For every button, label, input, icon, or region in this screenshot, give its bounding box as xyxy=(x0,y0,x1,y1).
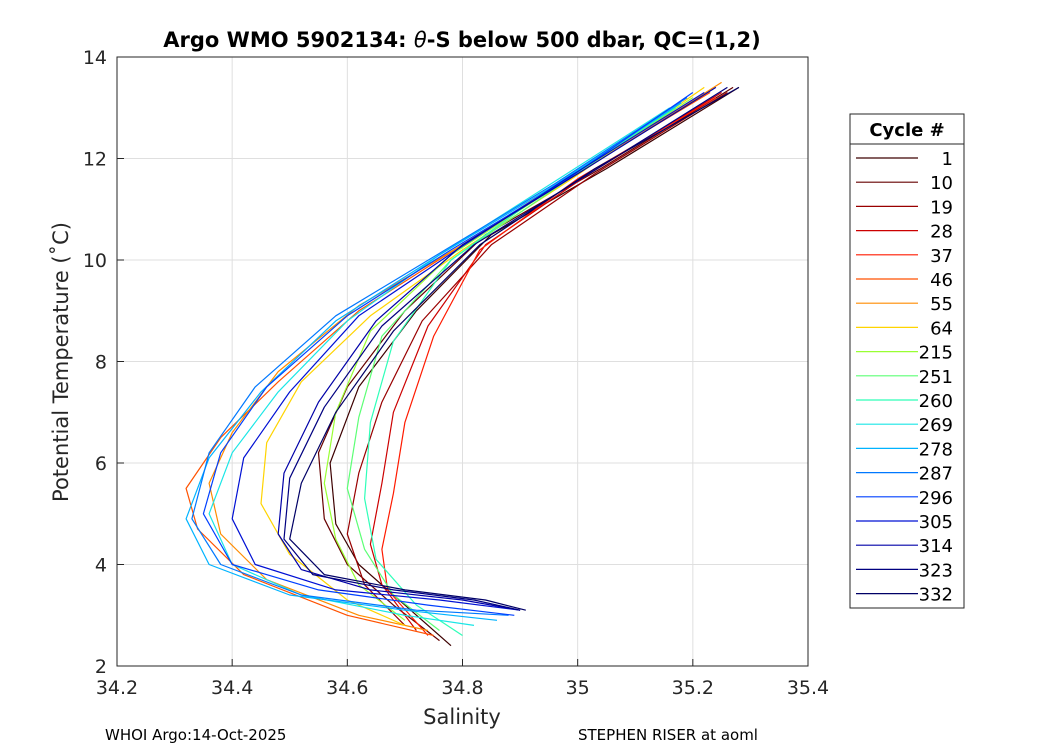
y-tick-label: 12 xyxy=(83,149,107,171)
legend-label-314: 314 xyxy=(919,536,953,557)
legend-label-296: 296 xyxy=(919,488,953,509)
legend-label-64: 64 xyxy=(930,318,953,339)
legend-title: Cycle # xyxy=(869,120,944,141)
legend-entries: 1 10 19 28 37 46 55 64 215 251 260 269 278 287 296 305 3… xyxy=(856,149,953,606)
y-tick-label: 6 xyxy=(95,453,107,475)
y-tick-label: 8 xyxy=(95,352,107,374)
legend-label-269: 269 xyxy=(919,415,953,436)
series-line-cycle-37 xyxy=(381,97,717,636)
legend-label-55: 55 xyxy=(930,294,953,315)
axis-ticks: 34.2 34.4 34.6 34.8 35 35.2 35.4 2 4 6 8 10 12 14 xyxy=(83,47,829,699)
series-line-cycle-332 xyxy=(289,86,740,611)
footer-right: STEPHEN RISER at aoml xyxy=(578,726,758,744)
legend-label-46: 46 xyxy=(930,270,953,291)
series-line-cycle-278 xyxy=(185,102,682,621)
x-axis-label: Salinity xyxy=(423,705,501,729)
series-line-cycle-19 xyxy=(346,91,728,626)
legend-label-278: 278 xyxy=(919,439,953,460)
x-tick-label: 34.6 xyxy=(326,677,368,699)
series-line-cycle-287 xyxy=(191,97,688,616)
series-line-cycle-314 xyxy=(277,86,717,611)
legend-box xyxy=(849,113,965,609)
legend-label-1: 1 xyxy=(942,149,953,170)
legend-label-10: 10 xyxy=(930,173,953,194)
legend-label-305: 305 xyxy=(919,512,953,533)
y-tick-label: 14 xyxy=(83,47,107,69)
legend-label-215: 215 xyxy=(919,343,953,364)
x-tick-label: 34.8 xyxy=(441,677,483,699)
series-line-cycle-296 xyxy=(202,92,694,616)
y-tick-label: 2 xyxy=(95,656,107,678)
x-tick-label: 35 xyxy=(566,677,590,699)
legend-label-251: 251 xyxy=(919,367,953,388)
x-tick-label: 35.4 xyxy=(787,677,829,699)
legend-label-19: 19 xyxy=(930,197,953,218)
chart-title: Argo WMO 5902134: θ-S below 500 dbar, QC… xyxy=(163,28,760,52)
x-tick-label: 34.2 xyxy=(96,677,138,699)
legend-label-287: 287 xyxy=(919,464,953,485)
legend-label-332: 332 xyxy=(919,585,953,606)
legend-label-28: 28 xyxy=(930,222,953,243)
y-axis-label: Potential Temperature (˚C) xyxy=(49,222,73,502)
y-tick-label: 10 xyxy=(83,250,107,272)
footer-left: WHOI Argo:14-Oct-2025 xyxy=(105,726,286,744)
series-line-cycle-323 xyxy=(283,86,728,611)
legend-label-323: 323 xyxy=(919,560,953,581)
series-line-cycle-251 xyxy=(346,102,682,631)
legend-label-37: 37 xyxy=(930,246,953,267)
x-tick-label: 35.2 xyxy=(672,677,714,699)
x-tick-label: 34.4 xyxy=(211,677,253,699)
legend: Cycle # 1 10 19 28 37 46 55 64 215 251 260 269 278 28… xyxy=(849,113,965,609)
y-tick-label: 4 xyxy=(95,555,107,577)
series-layer xyxy=(185,81,740,647)
legend-label-260: 260 xyxy=(919,391,953,412)
